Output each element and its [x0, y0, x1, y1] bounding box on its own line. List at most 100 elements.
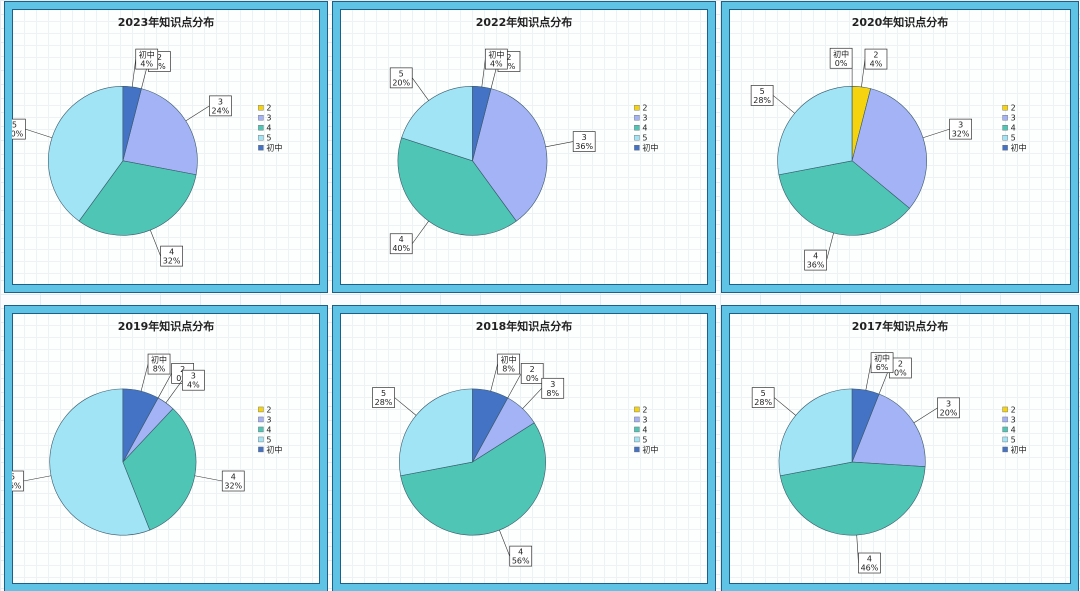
- chart-title: 2018年知识点分布: [476, 319, 573, 333]
- legend-swatch: [634, 124, 640, 131]
- leader-line: [185, 105, 210, 122]
- slice-value: 20%: [392, 78, 410, 87]
- slice-category: 5: [399, 69, 404, 78]
- legend-swatch: [258, 104, 264, 111]
- chart-title: 2019年知识点分布: [118, 319, 215, 333]
- label-box: [750, 85, 774, 106]
- slice-category: 5: [381, 389, 386, 398]
- leader-line: [411, 220, 429, 244]
- legend-label: 3: [1011, 114, 1016, 123]
- leader-line: [545, 141, 574, 148]
- chart-panel: 2022年知识点分布 2 0% 2 3 36% 3 4 40% 4 5 20% 5 初中 4% 初中: [332, 1, 716, 293]
- slice-value: 0%: [526, 374, 539, 383]
- pie-slice: [49, 388, 151, 536]
- legend-label: 2: [266, 104, 271, 113]
- pie-slice: [399, 388, 473, 477]
- label-box: [12, 118, 26, 140]
- slice-category: 5: [12, 473, 15, 482]
- legend-label: 3: [642, 114, 647, 123]
- leader-line: [481, 59, 486, 87]
- slice-category: 2: [898, 359, 903, 368]
- legend-swatch: [258, 406, 264, 413]
- slice-value: 46%: [861, 564, 879, 573]
- slice-category: 5: [12, 121, 17, 130]
- leader-line: [411, 77, 429, 101]
- legend-swatch: [1002, 104, 1008, 111]
- slice-value: 4%: [140, 60, 153, 69]
- legend-label: 初中: [642, 143, 658, 153]
- leader-line: [165, 380, 183, 404]
- slice-category: 4: [518, 548, 523, 557]
- legend-swatch: [634, 134, 640, 141]
- legend-swatch: [634, 436, 640, 443]
- label-box: [829, 47, 853, 69]
- label-box: [389, 67, 413, 89]
- legend-swatch: [634, 446, 640, 453]
- legend-label: 2: [1011, 405, 1016, 414]
- slice-value: 20%: [940, 408, 958, 417]
- slice-value: 36%: [807, 261, 825, 270]
- slice-value: 8%: [502, 365, 515, 374]
- legend-label: 初中: [642, 444, 658, 454]
- label-box: [181, 369, 205, 391]
- leader-line: [194, 475, 223, 482]
- legend-swatch: [634, 426, 640, 433]
- legend-label: 2: [1011, 104, 1016, 113]
- legend-swatch: [1002, 124, 1008, 131]
- legend-swatch: [634, 144, 640, 151]
- pie-slice: [472, 85, 492, 161]
- slice-category: 2: [873, 51, 878, 60]
- label-box: [509, 545, 533, 567]
- slice-category: 3: [582, 133, 587, 142]
- slice-category: 4: [867, 555, 872, 564]
- legend-label: 5: [266, 435, 271, 444]
- slice-value: 4%: [490, 60, 503, 69]
- slice-category: 4: [399, 235, 404, 244]
- leader-line: [922, 128, 950, 139]
- slice-value: 32%: [163, 257, 181, 266]
- pie-slice: [122, 85, 142, 161]
- leader-line: [913, 407, 938, 424]
- legend-swatch: [1002, 406, 1008, 413]
- leader-line: [23, 475, 52, 482]
- slice-value: 0%: [503, 62, 516, 71]
- legend-label: 3: [1011, 415, 1016, 424]
- legend-swatch: [1002, 426, 1008, 433]
- legend-label: 5: [642, 134, 647, 143]
- legend-label: 4: [266, 425, 271, 434]
- leader-line: [507, 373, 522, 399]
- legend-label: 3: [266, 114, 271, 123]
- slice-value: 24%: [212, 106, 230, 115]
- slice-category: 初中: [151, 355, 167, 365]
- slice-category: 2: [530, 365, 535, 374]
- pie-slice: [779, 461, 926, 536]
- chart-panel: 2018年知识点分布 2 0% 2 3 8% 3 4 56% 4 5 28% 5 初中 8% 初中: [332, 305, 716, 591]
- legend-label: 2: [642, 104, 647, 113]
- slice-value: 32%: [952, 130, 970, 139]
- leader-line: [150, 229, 161, 257]
- chart-title: 2017年知识点分布: [852, 319, 949, 333]
- chart-title: 2020年知识点分布: [852, 15, 949, 29]
- legend-swatch: [258, 134, 264, 141]
- pie-slice: [400, 422, 546, 536]
- slice-category: 初中: [501, 355, 517, 365]
- legend-label: 初中: [266, 143, 282, 153]
- legend-label: 4: [266, 124, 271, 133]
- legend-swatch: [258, 426, 264, 433]
- slice-value: 6%: [876, 363, 889, 372]
- leader-line: [394, 397, 417, 416]
- legend-swatch: [1002, 416, 1008, 423]
- pie-slice: [48, 85, 124, 222]
- slice-category: 3: [958, 121, 963, 130]
- slice-value: 56%: [12, 482, 22, 491]
- slice-value: 4%: [870, 60, 883, 69]
- legend-label: 5: [266, 134, 271, 143]
- legend-swatch: [1002, 134, 1008, 141]
- label-box: [484, 48, 508, 70]
- slice-category: 3: [946, 399, 951, 408]
- legend-label: 4: [642, 124, 647, 133]
- legend-label: 5: [1011, 435, 1016, 444]
